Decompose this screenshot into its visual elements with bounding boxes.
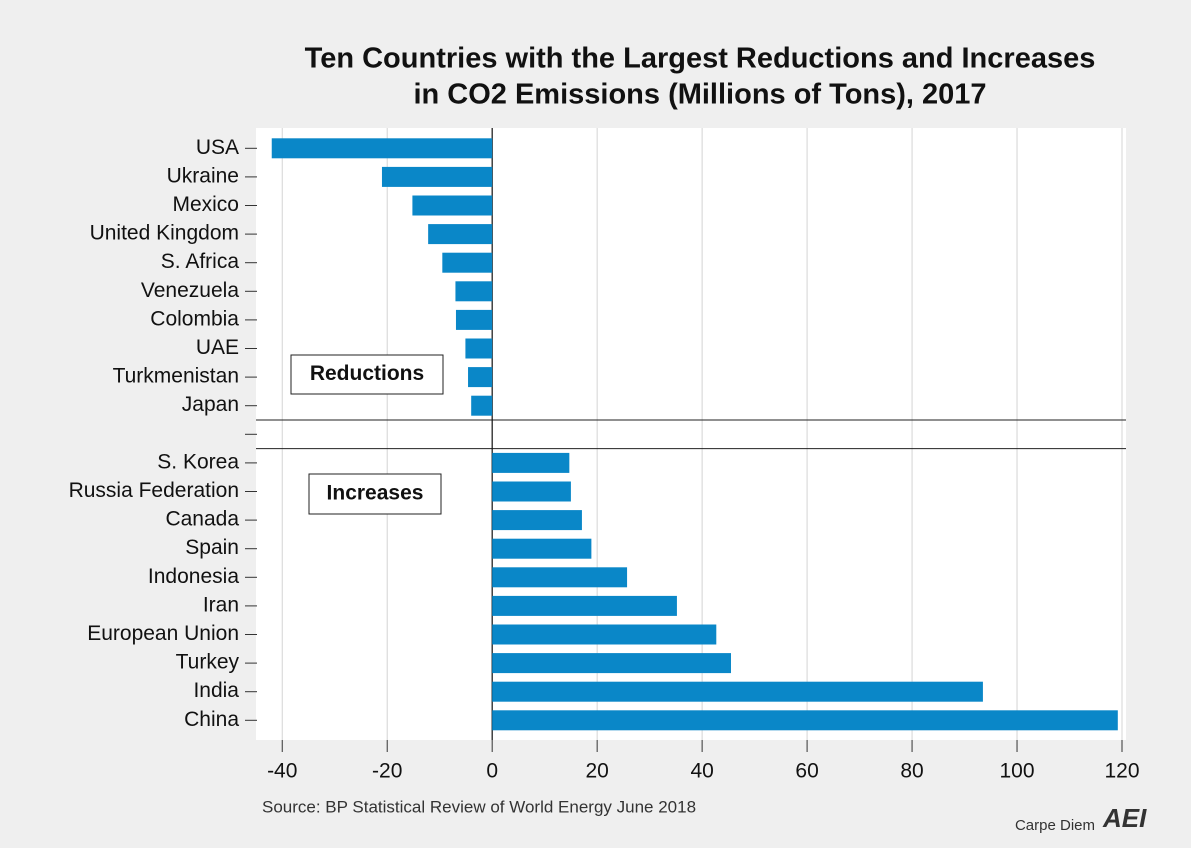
bar (492, 567, 628, 588)
bar (492, 681, 983, 702)
x-tick-label: 0 (486, 760, 498, 783)
bar (442, 252, 493, 273)
y-tick-label: S. Korea (157, 450, 239, 473)
x-tick-label: 120 (1104, 760, 1139, 783)
annotation-box (290, 354, 444, 395)
bar (468, 367, 493, 388)
bar (471, 395, 493, 416)
x-tick-label: -40 (267, 760, 297, 783)
bar (492, 653, 731, 674)
bar (492, 481, 571, 502)
y-tick-label: S. Africa (161, 250, 240, 273)
y-tick-label: Colombia (150, 307, 239, 330)
y-tick-label: Mexico (172, 193, 239, 216)
plot-area (256, 128, 1126, 740)
y-tick-label: Indonesia (148, 565, 239, 588)
bar (492, 510, 582, 531)
y-tick-label: India (193, 679, 239, 702)
bar (412, 195, 493, 216)
y-tick-label: European Union (87, 622, 239, 645)
bar (492, 710, 1118, 731)
bar (492, 595, 677, 616)
annotation: Reductions (310, 362, 424, 385)
bar (492, 624, 717, 645)
y-tick-label: Canada (165, 508, 239, 531)
y-tick-label: Turkey (176, 651, 240, 674)
y-tick-label: Japan (182, 393, 239, 416)
y-tick-label: Turkmenistan (113, 365, 239, 388)
y-tick-label: UAE (196, 336, 239, 359)
source: Source: BP Statistical Review of World E… (262, 797, 696, 816)
x-tick-label: 80 (900, 760, 923, 783)
bar (428, 224, 493, 245)
y-tick-label: Ukraine (167, 164, 239, 187)
bar (492, 538, 592, 559)
x-tick-label: 40 (690, 760, 713, 783)
bar (492, 452, 570, 473)
bar (465, 338, 493, 359)
y-tick-label: Iran (203, 593, 239, 616)
x-tick-label: 60 (795, 760, 818, 783)
logo: AEI (1102, 803, 1147, 833)
y-tick-label: Venezuela (141, 279, 239, 302)
y-tick-label: USA (196, 136, 239, 159)
bar (455, 309, 493, 330)
bar (381, 166, 493, 187)
chart-title: Ten Countries with the Largest Reduction… (305, 43, 1096, 75)
y-tick-label: China (184, 708, 239, 731)
y-tick-label: United Kingdom (90, 222, 239, 245)
annotation-box (308, 473, 442, 515)
chart-title: in CO2 Emissions (Millions of Tons), 201… (413, 79, 986, 111)
x-tick-label: 20 (585, 760, 608, 783)
y-tick-label: Russia Federation (69, 479, 239, 502)
annotation: Increases (327, 482, 424, 505)
y-tick-label: Spain (185, 536, 239, 559)
x-tick-label: 100 (1000, 760, 1035, 783)
bar (455, 281, 493, 302)
x-tick-label: -20 (372, 760, 402, 783)
brand: Carpe Diem (1015, 817, 1095, 834)
bar (271, 138, 493, 159)
